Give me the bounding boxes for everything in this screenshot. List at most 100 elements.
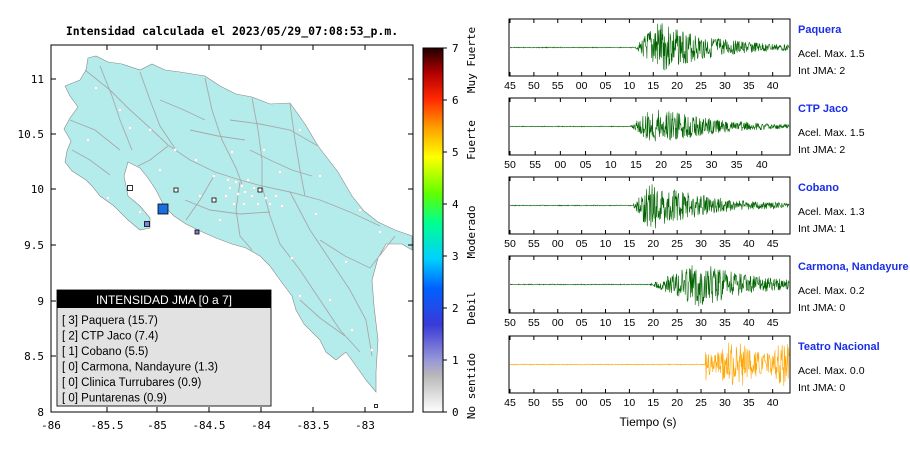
- waveform-panel: 50 55 00 05 10 15 20 25 30 35 40 CTP Jaco Acel. Max.…: [504, 97, 865, 171]
- colorbar-label: Muy Fuerte: [465, 27, 478, 93]
- map-x-tick: -83.5: [296, 419, 329, 432]
- legend-item: [ 0] Clinica Turrubares (0.9): [62, 377, 202, 389]
- map-x-tick: -85: [147, 419, 167, 432]
- map-y-tick: 9.5: [24, 239, 44, 252]
- time-tick: 50: [528, 397, 540, 409]
- time-tick: 05: [600, 80, 612, 92]
- station-name: Cobano: [798, 182, 839, 194]
- colorbar-tick: 6: [452, 94, 459, 107]
- time-tick: 25: [671, 317, 683, 329]
- colorbar-tick: 1: [452, 354, 459, 367]
- time-tick: 25: [695, 80, 707, 92]
- time-tick: 20: [655, 159, 667, 171]
- colorbar-tick: 4: [452, 198, 459, 211]
- time-tick: 30: [706, 159, 718, 171]
- time-tick: 00: [552, 317, 564, 329]
- waveform-trace: [510, 23, 790, 71]
- colorbar-tick: 7: [452, 42, 459, 55]
- legend-title: INTENSIDAD JMA [0 a 7]: [96, 293, 232, 307]
- time-tick: 35: [743, 80, 755, 92]
- map-x-tick: -86: [41, 419, 61, 432]
- map-x-tick: -84: [251, 419, 271, 432]
- colorbar-tick: 5: [452, 146, 459, 159]
- time-tick: 00: [555, 159, 567, 171]
- colorbar-tick: 0: [452, 406, 459, 419]
- jma-intensity: Int JMA: 2: [798, 65, 845, 77]
- time-tick: 25: [680, 159, 692, 171]
- time-tick: 40: [756, 159, 768, 171]
- time-tick: 05: [576, 317, 588, 329]
- time-tick: 55: [529, 159, 541, 171]
- time-tick: 40: [767, 80, 779, 92]
- waveform-trace: [509, 184, 790, 229]
- waveform-trace: [509, 109, 790, 142]
- time-tick: 45: [504, 397, 516, 409]
- time-tick: 30: [695, 238, 707, 250]
- time-tick: 05: [576, 238, 588, 250]
- legend-item: [ 3] Paquera (15.7): [62, 315, 158, 327]
- time-tick: 10: [605, 159, 617, 171]
- time-tick: 50: [504, 238, 516, 250]
- colorbar-label: Moderado: [465, 206, 478, 259]
- map-x-tick: -84.5: [192, 419, 225, 432]
- map-y-tick: 8: [37, 406, 44, 419]
- waveform-panels: 45 50 55 00 05 10 15 20 25 30 35 40 Paquera Acel. Max…: [504, 18, 909, 429]
- time-tick: 45: [767, 238, 779, 250]
- time-tick: 45: [767, 317, 779, 329]
- map-y-tick: 10.5: [18, 128, 45, 141]
- time-tick: 50: [504, 317, 516, 329]
- time-tick: 35: [731, 159, 743, 171]
- time-tick: 50: [528, 80, 540, 92]
- waveform-trace: [509, 342, 790, 387]
- time-axis-label: Tiempo (s): [620, 415, 677, 429]
- time-tick: 00: [576, 80, 588, 92]
- time-tick: 15: [624, 317, 636, 329]
- time-tick: 00: [576, 397, 588, 409]
- time-tick: 15: [624, 238, 636, 250]
- max-accel: Acel. Max. 1.3: [798, 206, 865, 218]
- time-tick: 30: [719, 80, 731, 92]
- time-tick: 40: [743, 238, 755, 250]
- time-tick: 55: [552, 397, 564, 409]
- legend-item: [ 2] CTP Jaco (7.4): [62, 331, 158, 343]
- time-tick: 10: [624, 80, 636, 92]
- station-name: Teatro Nacional: [798, 341, 880, 353]
- time-tick: 05: [580, 159, 592, 171]
- intensity-legend: INTENSIDAD JMA [0 a 7] [ 3] Paquera (15.…: [56, 289, 272, 407]
- stations: [127, 185, 378, 408]
- station-name: CTP Jaco: [798, 103, 848, 115]
- time-tick: 20: [647, 238, 659, 250]
- legend-item: [ 0] Carmona, Nandayure (1.3): [62, 362, 218, 374]
- time-tick: 25: [695, 397, 707, 409]
- station-name: Paquera: [798, 24, 842, 36]
- time-tick: 40: [743, 317, 755, 329]
- jma-intensity: Int JMA: 0: [798, 382, 845, 394]
- time-tick: 50: [504, 159, 516, 171]
- time-tick: 00: [552, 238, 564, 250]
- time-tick: 05: [600, 397, 612, 409]
- colorbar-tick: 2: [452, 302, 459, 315]
- colorbar-label: Debil: [465, 291, 478, 324]
- time-tick: 40: [767, 397, 779, 409]
- map-frame: [50, 44, 414, 413]
- colorbar: 0 1 2 3 4 5 6 7 No sentido Debil Moderado Fuerte Mu…: [422, 27, 478, 419]
- colorbar-label: No sentido: [465, 353, 478, 419]
- time-tick: 15: [647, 80, 659, 92]
- map-y-tick: 10: [31, 183, 44, 196]
- time-tick: 10: [600, 238, 612, 250]
- time-tick: 15: [647, 397, 659, 409]
- legend-item: [ 0] Puntarenas (0.9): [62, 393, 167, 405]
- map-axes: -86 -85.5 -85 -84.5 -84 -83.5 -83 11 10.5 10 9.5 9 8…: [18, 45, 413, 432]
- time-tick: 20: [671, 397, 683, 409]
- time-tick: 30: [719, 397, 731, 409]
- time-tick: 20: [647, 317, 659, 329]
- time-tick: 55: [552, 80, 564, 92]
- time-tick: 35: [719, 238, 731, 250]
- max-accel: Acel. Max. 0.2: [798, 285, 865, 297]
- max-accel: Acel. Max. 0.0: [798, 365, 865, 377]
- time-tick: 15: [630, 159, 642, 171]
- map-title: Intensidad calculada el 2023/05/29_07:08…: [66, 24, 398, 39]
- time-tick: 20: [671, 80, 683, 92]
- waveform-panel: 45 50 55 00 05 10 15 20 25 30 35 40 Paquera Acel. Max…: [504, 18, 865, 92]
- waveform-panel: 45 50 55 00 05 10 15 20 25 30 35 40 Teatro Nacional A…: [504, 335, 880, 409]
